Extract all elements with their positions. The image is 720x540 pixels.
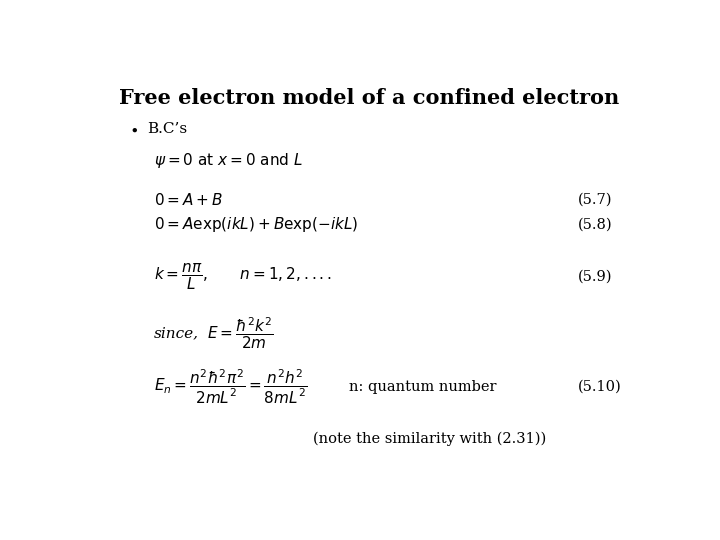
Text: $0 = A + B$: $0 = A + B$: [154, 192, 223, 208]
Text: $\bullet$: $\bullet$: [129, 122, 138, 137]
Text: $k = \dfrac{n\pi}{L}, \qquad n = 1, 2, ....$: $k = \dfrac{n\pi}{L}, \qquad n = 1, 2, .…: [154, 262, 332, 292]
Text: since,: since,: [154, 326, 199, 340]
Text: n: quantum number: n: quantum number: [349, 380, 497, 394]
Text: $0 = A\exp(ikL) + B\exp(-ikL)$: $0 = A\exp(ikL) + B\exp(-ikL)$: [154, 215, 359, 234]
Text: (5.8): (5.8): [578, 218, 613, 232]
Text: (note the similarity with (2.31)): (note the similarity with (2.31)): [313, 432, 546, 446]
Text: Free electron model of a confined electron: Free electron model of a confined electr…: [119, 87, 619, 107]
Text: B.C’s: B.C’s: [147, 122, 187, 136]
Text: (5.9): (5.9): [578, 270, 613, 284]
Text: (5.10): (5.10): [578, 380, 622, 394]
Text: $\psi = 0$ at $x = 0$ and $L$: $\psi = 0$ at $x = 0$ and $L$: [154, 151, 303, 170]
Text: $E = \dfrac{\hbar^2 k^2}{2m}$: $E = \dfrac{\hbar^2 k^2}{2m}$: [207, 315, 274, 350]
Text: $E_n = \dfrac{n^2 \hbar^2 \pi^2}{2mL^2} = \dfrac{n^2 h^2}{8mL^2}$: $E_n = \dfrac{n^2 \hbar^2 \pi^2}{2mL^2} …: [154, 368, 307, 406]
Text: (5.7): (5.7): [578, 193, 613, 207]
